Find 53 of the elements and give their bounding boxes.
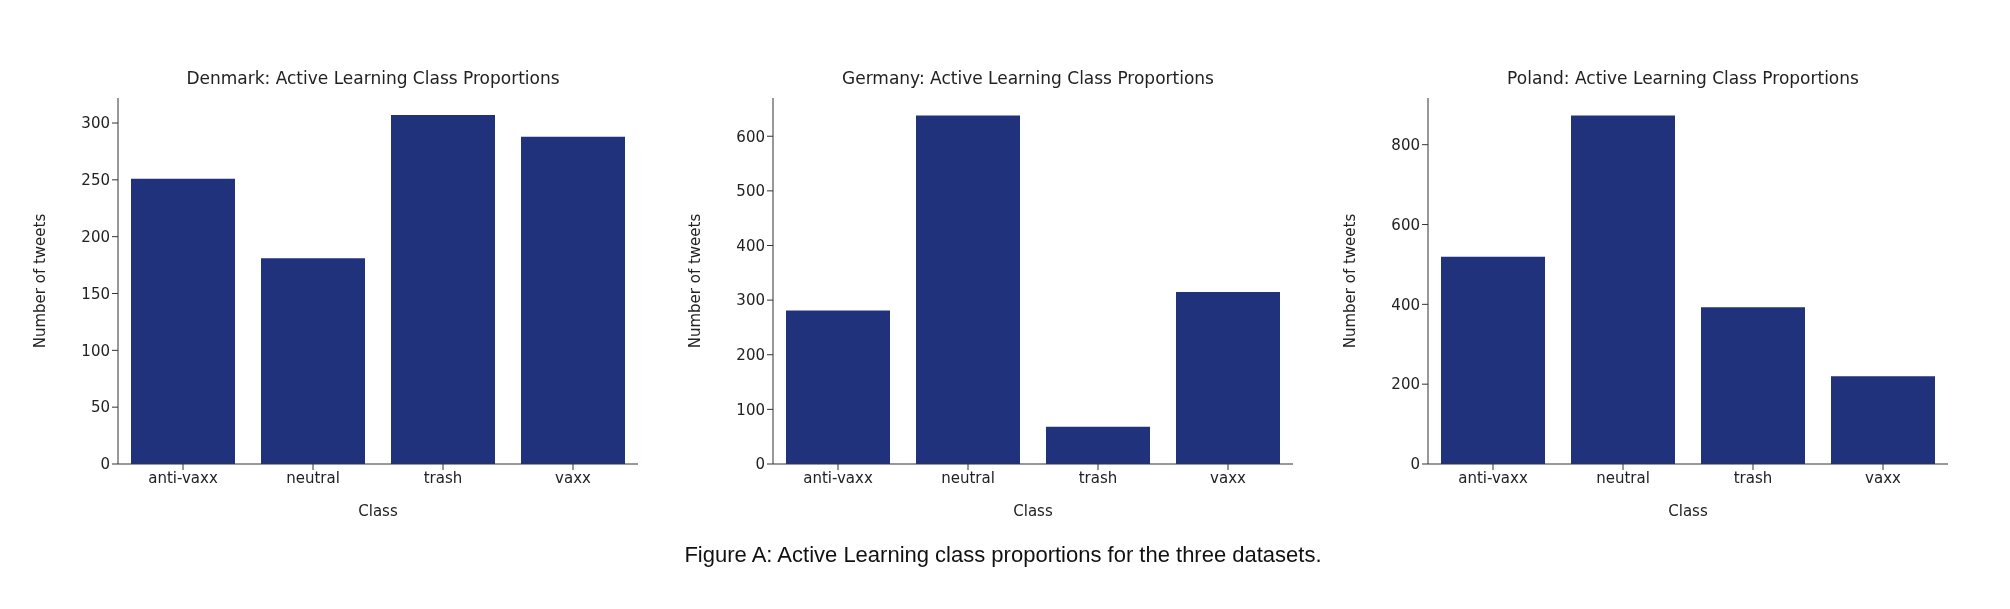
- x-tick-label: vaxx: [1210, 468, 1247, 487]
- x-axis-title: Class: [1013, 502, 1053, 520]
- y-axis-title: Number of tweets: [686, 213, 705, 349]
- chart-title: Poland: Active Learning Class Proportions: [1506, 68, 1860, 90]
- y-tick-label: 150: [81, 284, 110, 303]
- y-axis-title: Number of tweets: [31, 213, 50, 349]
- y-tick-label: 0: [755, 455, 765, 474]
- x-axis-title: Class: [1668, 502, 1708, 520]
- chart-title: Germany: Active Learning Class Proportions: [841, 68, 1215, 90]
- y-tick-label: 0: [1410, 455, 1420, 474]
- x-tick-label: neutral: [941, 468, 995, 487]
- bar: [1831, 376, 1935, 464]
- bar: [916, 115, 1020, 464]
- y-tick-label: 200: [81, 228, 110, 246]
- y-tick-label: 600: [736, 127, 765, 146]
- x-tick-label: anti-vaxx: [803, 468, 873, 487]
- x-tick-label: vaxx: [1865, 468, 1902, 487]
- y-axis-title: Number of tweets: [1341, 213, 1360, 349]
- x-tick-label: trash: [1078, 468, 1118, 487]
- bar: [1046, 426, 1150, 464]
- x-tick-label: anti-vaxx: [1458, 468, 1528, 487]
- x-tick-label: neutral: [286, 468, 340, 487]
- bar: [1441, 256, 1545, 464]
- x-tick-label: vaxx: [555, 468, 592, 487]
- y-tick-label: 800: [1391, 136, 1420, 155]
- bar: [786, 310, 890, 464]
- x-tick-label: anti-vaxx: [148, 468, 218, 487]
- y-tick-label: 200: [1391, 375, 1420, 394]
- bar: [1176, 291, 1280, 464]
- y-tick-label: 400: [1391, 295, 1420, 314]
- bar: [131, 178, 235, 464]
- bar: [391, 115, 495, 464]
- x-tick-label: trash: [423, 468, 463, 487]
- y-tick-label: 50: [90, 398, 110, 417]
- bar: [1571, 115, 1675, 464]
- bar: [1701, 307, 1805, 464]
- y-tick-label: 300: [81, 114, 110, 133]
- y-tick-label: 100: [736, 400, 765, 419]
- x-tick-label: neutral: [1596, 468, 1650, 487]
- x-tick-label: trash: [1733, 468, 1773, 487]
- y-tick-label: 500: [736, 182, 765, 201]
- bar: [261, 258, 365, 464]
- chart-title: Denmark: Active Learning Class Proportions: [185, 68, 561, 90]
- x-axis-title: Class: [358, 502, 398, 520]
- y-tick-label: 600: [1391, 215, 1420, 234]
- y-tick-label: 300: [736, 291, 765, 310]
- bar: [521, 136, 625, 464]
- y-tick-label: 100: [81, 341, 110, 360]
- y-tick-label: 0: [100, 455, 110, 474]
- y-tick-label: 200: [736, 346, 765, 365]
- y-tick-label: 400: [736, 236, 765, 255]
- y-tick-label: 250: [81, 171, 110, 190]
- text: Figure A: Active Learning class proportions for the three datasets.: [683, 542, 1323, 568]
